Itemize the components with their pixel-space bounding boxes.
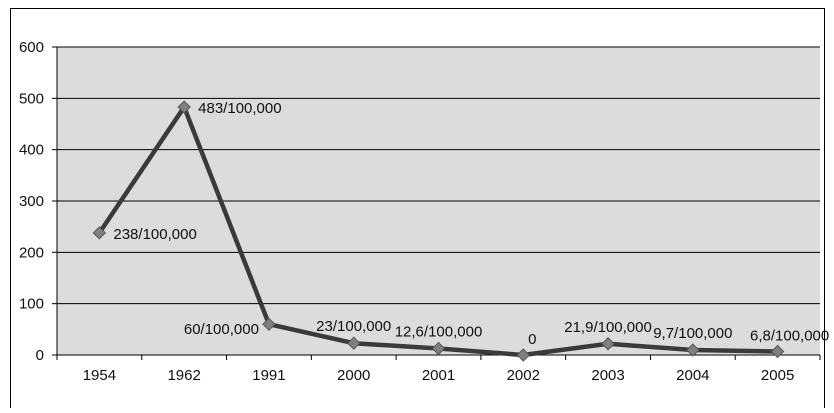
x-tick-label: 2003 [591,367,624,384]
data-point-marker [601,337,615,351]
y-axis: 0 100 200 300 400 500 600 [19,39,58,364]
data-point-marker [431,341,446,356]
y-tick-label: 600 [19,39,44,56]
x-tick-label: 1991 [252,367,285,384]
x-tick-label: 2004 [676,367,709,384]
x-axis: 1954 1962 1991 2000 2001 2002 2003 2004 2005 [56,354,821,384]
y-tick-label: 100 [19,296,44,313]
data-point-marker [686,343,700,357]
y-tick-label: 400 [19,142,44,159]
data-label: 483/100,000 [198,100,281,117]
data-label: 238/100,000 [113,226,196,243]
x-tick-label: 2002 [507,367,540,384]
x-tick-label: 1954 [83,367,116,384]
y-tick-label: 0 [36,347,44,364]
x-tick-label: 2000 [337,367,370,384]
data-label: 9,7/100,000 [653,325,732,342]
data-label: 23/100,000 [316,318,391,335]
data-label: 12,6/100,000 [395,324,483,341]
x-tick-label: 2005 [761,367,794,384]
y-tick-label: 200 [19,244,44,261]
x-tick-label: 2001 [422,367,455,384]
data-point-marker [347,336,361,350]
data-point-marker [92,226,107,240]
data-point-marker [262,317,276,331]
chart-frame [10,8,825,408]
data-label: 60/100,000 [184,321,259,338]
y-tick-label: 300 [19,193,44,210]
y-tick-label: 500 [19,90,44,107]
data-label: 21,9/100,000 [564,319,652,336]
data-label: 0 [528,331,536,348]
data-point-marker [177,100,191,114]
gridlines [57,46,820,305]
data-label: 6,8/100,000 [750,328,829,345]
x-tick-label: 1962 [167,367,200,384]
data-point-marker [770,344,785,359]
data-labels: 238/100,000 483/100,000 60/100,000 23/100,0… [113,100,829,348]
data-point-marker [516,348,530,362]
series [92,100,785,362]
